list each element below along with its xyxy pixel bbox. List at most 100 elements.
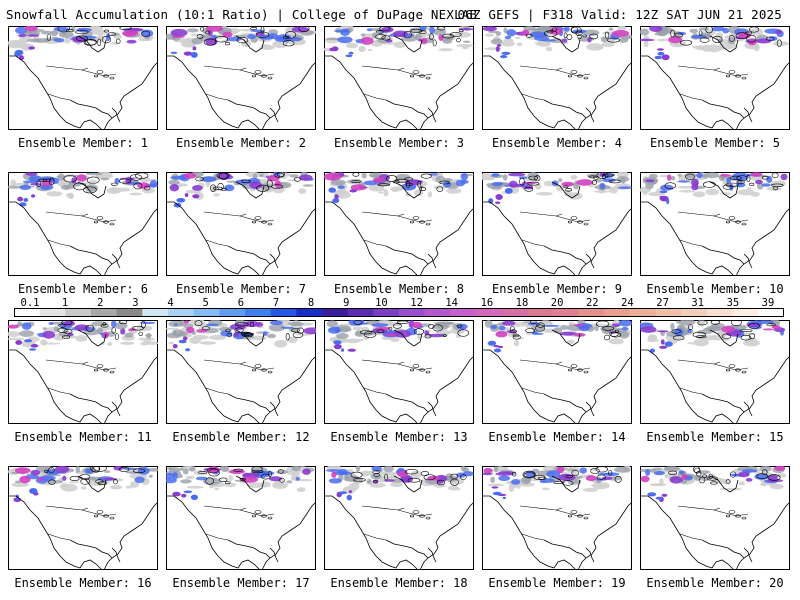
colorbar-swatch [219, 308, 246, 317]
colorbar-tick-label: 7 [273, 298, 279, 309]
ensemble-member-panel [640, 466, 790, 570]
ensemble-member-panel [166, 466, 316, 570]
ensemble-member-panel [8, 172, 158, 276]
snowfall-map [324, 466, 474, 570]
colorbar-swatch [604, 308, 631, 317]
snowfall-map [482, 172, 632, 276]
colorbar-legend: 0.1 1 2 3 4 5 6 7 8 9 10 12 14 16 18 20 22 24 27 31 35 39 [14, 298, 784, 318]
ensemble-member-label: Ensemble Member: 13 [330, 430, 468, 444]
colorbar-swatch [655, 308, 682, 317]
ensemble-member-panel [8, 26, 158, 130]
snow-accumulation-shading [640, 26, 789, 61]
colorbar-swatch [14, 308, 41, 317]
ensemble-member-panel [482, 320, 632, 424]
ensemble-member-label: Ensemble Member: 3 [333, 136, 465, 150]
ensemble-member-label: Ensemble Member: 16 [14, 576, 152, 590]
colorbar-tick-label: 9 [343, 298, 349, 309]
snow-accumulation-shading [326, 320, 468, 352]
colorbar-swatch [399, 308, 426, 317]
colorbar-swatch [168, 308, 195, 317]
colorbar-tick-label: 31 [691, 298, 704, 309]
snow-accumulation-shading [166, 26, 316, 58]
colorbar-tick-label: 14 [445, 298, 458, 309]
colorbar-tick-label: 8 [308, 298, 314, 309]
colorbar-swatch [347, 308, 374, 317]
snowfall-map [482, 26, 632, 130]
colorbar-svg: 0.1 1 2 3 4 5 6 7 8 9 10 12 14 16 18 20 22 24 27 31 35 39 [14, 298, 784, 317]
ensemble-member-label: Ensemble Member: 6 [17, 282, 149, 296]
snowfall-map [166, 26, 316, 130]
colorbar-swatch [450, 308, 477, 317]
colorbar-swatch [193, 308, 220, 317]
snowfall-map [640, 26, 790, 130]
colorbar-swatch [553, 308, 580, 317]
snowfall-map [8, 320, 158, 424]
snowfall-map [482, 320, 632, 424]
snowfall-map [8, 172, 158, 276]
colorbar-swatch [373, 308, 400, 317]
ensemble-member-panel [166, 320, 316, 424]
snowfall-map [166, 172, 316, 276]
snowfall-map [8, 26, 158, 130]
ensemble-member-label: Ensemble Member: 2 [175, 136, 307, 150]
colorbar-swatch [630, 308, 657, 317]
colorbar-tick-label: 22 [586, 298, 599, 309]
ensemble-member-panel [482, 26, 632, 130]
snow-accumulation-shading [482, 26, 632, 59]
colorbar-swatch [296, 308, 323, 317]
colorbar-swatch [578, 308, 605, 317]
ensemble-member-panel [324, 466, 474, 570]
colorbar-tick-label: 1 [62, 298, 68, 309]
ensemble-member-panel [324, 320, 474, 424]
ensemble-member-panel [640, 26, 790, 130]
colorbar-tick-label: 6 [238, 298, 244, 309]
ensemble-member-panel [640, 172, 790, 276]
colorbar-swatch [501, 308, 528, 317]
colorbar-swatch [116, 308, 143, 317]
colorbar-swatch [39, 308, 66, 317]
ensemble-member-panel [640, 320, 790, 424]
snowfall-map [482, 466, 632, 570]
ensemble-member-label: Ensemble Member: 5 [649, 136, 781, 150]
snowfall-map [640, 466, 790, 570]
colorbar-swatch [527, 308, 554, 317]
ensemble-member-panel [324, 26, 474, 130]
colorbar-swatch [681, 308, 708, 317]
snow-accumulation-shading [640, 172, 788, 205]
snowfall-map [640, 320, 790, 424]
colorbar-tick-label: 12 [410, 298, 423, 309]
colorbar-swatch [142, 308, 169, 317]
snowfall-map [324, 26, 474, 130]
colorbar-tick-label: 5 [203, 298, 209, 309]
ensemble-member-label: Ensemble Member: 19 [488, 576, 626, 590]
colorbar-tick-label: 10 [375, 298, 388, 309]
ensemble-member-label: Ensemble Member: 10 [646, 282, 784, 296]
ensemble-member-label: Ensemble Member: 11 [14, 430, 152, 444]
colorbar-swatch [732, 308, 759, 317]
colorbar-tick-label: 18 [516, 298, 529, 309]
snowfall-map [640, 172, 790, 276]
ensemble-member-label: Ensemble Member: 15 [646, 430, 784, 444]
ensemble-member-panel [8, 466, 158, 570]
ensemble-member-label: Ensemble Member: 20 [646, 576, 784, 590]
colorbar-swatch [270, 308, 297, 317]
ensemble-member-panel [482, 172, 632, 276]
snow-accumulation-shading [8, 172, 158, 207]
ensemble-member-panel [8, 320, 158, 424]
ensemble-member-label: Ensemble Member: 18 [330, 576, 468, 590]
ensemble-member-panel [166, 26, 316, 130]
colorbar-swatch [65, 308, 92, 317]
ensemble-member-label: Ensemble Member: 17 [172, 576, 310, 590]
colorbar-swatch [245, 308, 272, 317]
ensemble-member-label: Ensemble Member: 12 [172, 430, 310, 444]
colorbar-tick-label: 3 [132, 298, 138, 309]
colorbar-tick-label: 35 [727, 298, 740, 309]
ensemble-member-label: Ensemble Member: 8 [333, 282, 465, 296]
snow-accumulation-shading [325, 466, 474, 501]
colorbar-tick-label: 4 [167, 298, 173, 309]
snowfall-map [324, 320, 474, 424]
snowfall-map [166, 466, 316, 570]
colorbar-tick-label: 39 [762, 298, 775, 309]
snowfall-map [324, 172, 474, 276]
